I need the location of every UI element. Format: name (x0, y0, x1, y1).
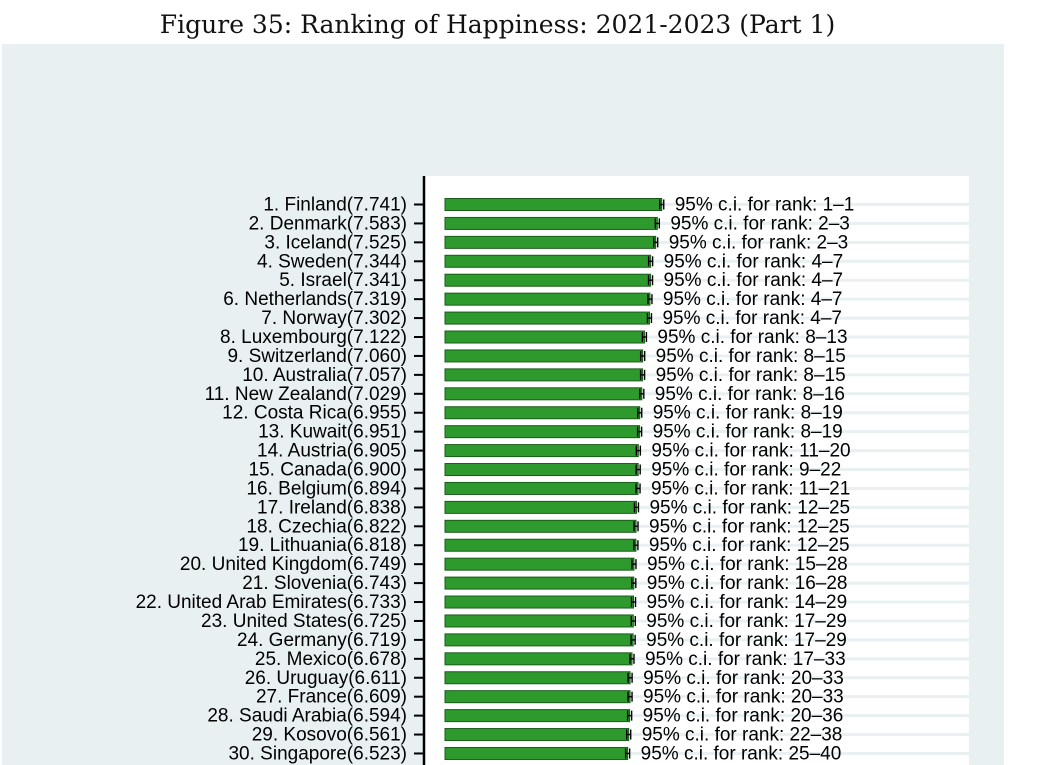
bar-20 (444, 557, 635, 571)
ci-label-30: 95% c.i. for rank: 25–40 (641, 743, 842, 764)
ci-label-25: 95% c.i. for rank: 17–33 (645, 649, 846, 670)
ci-label-6: 95% c.i. for rank: 4–7 (663, 289, 843, 310)
ci-label-28: 95% c.i. for rank: 20–36 (643, 706, 844, 727)
row-label-17: 17. Ireland(6.838) (257, 497, 407, 518)
row-label-11: 11. New Zealand(7.029) (205, 384, 407, 405)
ci-label-9: 95% c.i. for rank: 8–15 (656, 346, 846, 367)
row-label-25: 25. Mexico(6.678) (255, 649, 407, 670)
ci-label-14: 95% c.i. for rank: 11–20 (651, 441, 850, 462)
ci-label-5: 95% c.i. for rank: 4–7 (664, 270, 844, 291)
bar-25 (444, 652, 633, 666)
bar-9 (444, 349, 644, 363)
ci-label-13: 95% c.i. for rank: 8–19 (653, 422, 843, 443)
ci-label-15: 95% c.i. for rank: 9–22 (651, 460, 841, 481)
ci-label-18: 95% c.i. for rank: 12–25 (649, 516, 850, 537)
ci-label-16: 95% c.i. for rank: 11–21 (651, 478, 850, 499)
bar-13 (444, 425, 641, 439)
row-label-20: 20. United Kingdom(6.749) (180, 554, 407, 575)
row-label-21: 21. Slovenia(6.743) (242, 573, 407, 594)
ci-label-26: 95% c.i. for rank: 20–33 (643, 668, 844, 689)
ci-label-29: 95% c.i. for rank: 22–38 (642, 725, 843, 746)
row-label-2: 2. Denmark(7.583) (249, 213, 407, 234)
row-label-28: 28. Saudi Arabia(6.594) (207, 706, 407, 727)
bar-6 (444, 292, 651, 306)
ci-label-1: 95% c.i. for rank: 1–1 (675, 195, 855, 216)
row-label-19: 19. Lithuania(6.818) (238, 535, 407, 556)
row-label-26: 26. Uruguay(6.611) (245, 668, 407, 689)
bar-14 (444, 444, 639, 458)
chart-panel: 1. Finland(7.741) 95% c.i. for rank: 1–1 2… (2, 44, 1004, 765)
bar-29 (444, 728, 630, 742)
row-label-29: 29. Kosovo(6.561) (252, 725, 407, 746)
figure-title: Figure 35: Ranking of Happiness: 2021-20… (159, 10, 836, 39)
bar-11 (444, 387, 643, 401)
row-label-23: 23. United States(6.725) (201, 611, 407, 632)
ci-label-8: 95% c.i. for rank: 8–13 (657, 327, 847, 348)
row-label-30: 30. Singapore(6.523) (228, 743, 407, 764)
bar-5 (444, 273, 652, 287)
row-label-27: 27. France(6.609) (256, 687, 407, 708)
row-label-14: 14. Austria(6.905) (257, 441, 407, 462)
bar-10 (444, 368, 644, 382)
bar-2 (444, 216, 658, 230)
ci-label-21: 95% c.i. for rank: 16–28 (647, 573, 848, 594)
row-label-6: 6. Netherlands(7.319) (223, 289, 407, 310)
ci-label-12: 95% c.i. for rank: 8–19 (653, 403, 843, 424)
ci-label-19: 95% c.i. for rank: 12–25 (649, 535, 850, 556)
bar-28 (444, 709, 631, 723)
row-label-12: 12. Costa Rica(6.955) (222, 403, 407, 424)
row-label-8: 8. Luxembourg(7.122) (220, 327, 407, 348)
happiness-ranking-chart: 1. Finland(7.741) 95% c.i. for rank: 1–1 2… (136, 176, 969, 765)
row-label-22: 22. United Arab Emirates(6.733) (136, 592, 407, 613)
bar-27 (444, 690, 631, 704)
row-label-10: 10. Australia(7.057) (242, 365, 407, 386)
bar-21 (444, 576, 635, 590)
ci-label-11: 95% c.i. for rank: 8–16 (655, 384, 845, 405)
ci-label-22: 95% c.i. for rank: 14–29 (647, 592, 848, 613)
bar-1 (444, 198, 663, 211)
row-label-16: 16. Belgium(6.894) (246, 478, 407, 499)
ci-label-4: 95% c.i. for rank: 4–7 (664, 251, 844, 272)
ci-label-7: 95% c.i. for rank: 4–7 (662, 308, 842, 329)
bar-23 (444, 614, 634, 628)
ci-label-24: 95% c.i. for rank: 17–29 (646, 630, 847, 651)
row-label-15: 15. Canada(6.900) (249, 460, 407, 481)
ci-label-2: 95% c.i. for rank: 2–3 (670, 213, 850, 234)
row-label-4: 4. Sweden(7.344) (257, 251, 407, 272)
bar-30 (444, 746, 629, 760)
bar-19 (444, 538, 637, 552)
ci-label-23: 95% c.i. for rank: 17–29 (646, 611, 847, 632)
bar-17 (444, 500, 637, 514)
row-label-3: 3. Iceland(7.525) (264, 232, 407, 253)
bar-16 (444, 481, 639, 495)
ci-label-20: 95% c.i. for rank: 15–28 (647, 554, 848, 575)
row-label-13: 13. Kuwait(6.951) (258, 422, 407, 443)
bar-22 (444, 595, 635, 609)
bar-7 (444, 311, 650, 325)
ci-label-17: 95% c.i. for rank: 12–25 (649, 497, 850, 518)
bar-4 (444, 254, 652, 268)
ci-label-3: 95% c.i. for rank: 2–3 (669, 232, 849, 253)
row-label-9: 9. Switzerland(7.060) (227, 346, 407, 367)
ci-label-10: 95% c.i. for rank: 8–15 (656, 365, 846, 386)
row-label-18: 18. Czechia(6.822) (246, 516, 407, 537)
bar-3 (444, 235, 657, 249)
row-label-7: 7. Norway(7.302) (261, 308, 407, 329)
row-label-1: 1. Finland(7.741) (263, 195, 407, 216)
ci-label-27: 95% c.i. for rank: 20–33 (643, 687, 844, 708)
bar-18 (444, 519, 637, 533)
bar-15 (444, 463, 639, 477)
bar-8 (444, 330, 645, 344)
bar-12 (444, 406, 641, 420)
row-label-5: 5. Israel(7.341) (279, 270, 407, 291)
bar-24 (444, 633, 634, 647)
row-label-24: 24. Germany(6.719) (237, 630, 407, 651)
bar-26 (444, 671, 631, 685)
